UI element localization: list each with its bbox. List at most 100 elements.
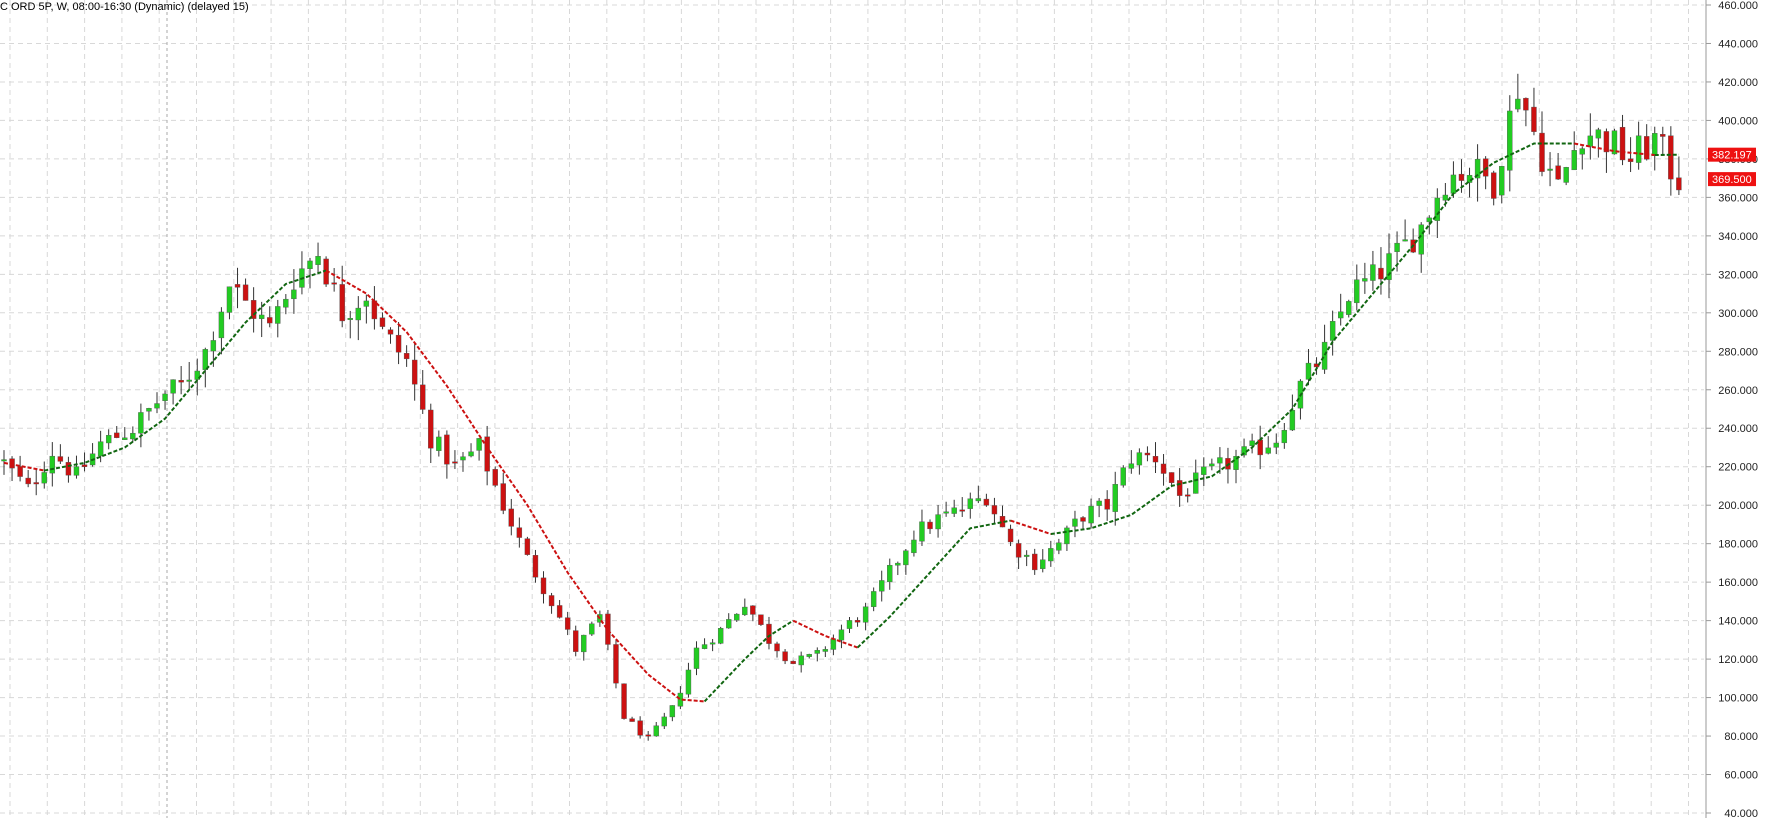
candle bbox=[1507, 95, 1513, 192]
candle-body-up bbox=[1499, 166, 1505, 196]
y-tick-label: 160.000 bbox=[1718, 577, 1758, 589]
candle bbox=[983, 493, 990, 507]
candle bbox=[1410, 228, 1416, 254]
candle-body-down bbox=[1660, 134, 1666, 137]
candle bbox=[1265, 436, 1271, 455]
candle-body-up bbox=[1023, 554, 1030, 557]
candle bbox=[1547, 152, 1553, 187]
candle bbox=[1217, 447, 1223, 474]
y-tick-label: 320.000 bbox=[1718, 269, 1758, 281]
candle-body-down bbox=[1555, 165, 1561, 180]
moving-average-line bbox=[703, 619, 794, 703]
candle-body-up bbox=[1635, 135, 1642, 163]
candle bbox=[1579, 146, 1585, 170]
candle bbox=[1337, 293, 1344, 326]
candle bbox=[347, 310, 353, 339]
candle bbox=[1571, 131, 1577, 171]
candle bbox=[1144, 446, 1151, 462]
candle bbox=[637, 716, 643, 739]
candle-body-down bbox=[629, 718, 635, 722]
candle bbox=[1233, 449, 1239, 484]
candle bbox=[105, 429, 112, 450]
candle-body-up bbox=[275, 306, 281, 324]
candle-body-down bbox=[637, 720, 643, 736]
candle-body-up bbox=[186, 379, 192, 382]
candle-body-down bbox=[379, 317, 386, 327]
candle-body-down bbox=[17, 466, 23, 477]
candle bbox=[250, 287, 257, 333]
candle-body-up bbox=[742, 606, 748, 616]
candle-body-up bbox=[122, 437, 128, 441]
candle-body-up bbox=[105, 435, 112, 444]
candle bbox=[645, 731, 651, 741]
candle-body-up bbox=[1040, 559, 1046, 569]
candle bbox=[1273, 433, 1279, 455]
candle-body-down bbox=[65, 462, 72, 476]
candle bbox=[291, 269, 297, 314]
candle bbox=[218, 307, 225, 355]
candle-body-up bbox=[709, 642, 716, 645]
candle-body-down bbox=[1619, 126, 1626, 161]
candle bbox=[790, 660, 796, 665]
candle-body-up bbox=[41, 472, 47, 484]
candle-body-up bbox=[291, 289, 297, 300]
candle bbox=[1402, 219, 1408, 242]
candle-body-up bbox=[1563, 167, 1569, 183]
candle-body-up bbox=[1611, 130, 1618, 155]
candle-body-up bbox=[846, 620, 853, 629]
candle-body-down bbox=[395, 334, 402, 353]
candle bbox=[468, 443, 474, 458]
candle bbox=[89, 443, 96, 467]
y-tick-label: 440.000 bbox=[1718, 38, 1758, 50]
candle-body-up bbox=[73, 466, 80, 476]
candle-body-up bbox=[1354, 279, 1360, 304]
candle-body-up bbox=[1587, 135, 1594, 147]
candle bbox=[709, 638, 716, 652]
candle bbox=[242, 278, 249, 301]
y-tick-label: 80.000 bbox=[1724, 731, 1758, 743]
candle-body-up bbox=[935, 514, 941, 530]
candle-body-down bbox=[1152, 456, 1159, 463]
candle bbox=[226, 286, 233, 320]
candle bbox=[436, 430, 442, 457]
candle bbox=[1386, 233, 1392, 299]
candle bbox=[331, 268, 337, 292]
y-tick-label: 220.000 bbox=[1718, 462, 1758, 474]
candle bbox=[782, 649, 788, 665]
candle-body-down bbox=[242, 284, 249, 301]
candle-body-up bbox=[283, 298, 289, 308]
candle-body-up bbox=[460, 456, 466, 461]
candle-body-down bbox=[1378, 267, 1384, 280]
candle-body-down bbox=[532, 555, 539, 578]
candle bbox=[1362, 262, 1368, 294]
candle-body-down bbox=[766, 623, 772, 644]
candle-body-down bbox=[1676, 177, 1682, 191]
candle bbox=[758, 614, 764, 626]
candle-body-up bbox=[170, 379, 176, 394]
candle bbox=[1354, 264, 1360, 311]
candle bbox=[1, 450, 7, 475]
candle bbox=[138, 403, 144, 448]
candle bbox=[524, 536, 531, 556]
candle-body-up bbox=[1370, 264, 1376, 281]
candle-body-down bbox=[1007, 528, 1014, 543]
candle-body-down bbox=[959, 509, 965, 512]
candle-body-up bbox=[661, 716, 667, 727]
candle bbox=[1490, 170, 1497, 206]
candle bbox=[653, 722, 659, 737]
candle bbox=[1032, 548, 1038, 575]
candle-body-down bbox=[758, 614, 764, 625]
y-tick-label: 280.000 bbox=[1718, 346, 1758, 358]
candle bbox=[122, 427, 128, 441]
candle bbox=[1474, 144, 1481, 202]
candle bbox=[1603, 128, 1610, 173]
candle bbox=[1048, 540, 1054, 567]
moving-average bbox=[3, 142, 1679, 703]
price-tag: 382.197 bbox=[1708, 147, 1756, 162]
candle bbox=[1635, 121, 1642, 170]
candle-body-down bbox=[983, 498, 990, 506]
candle bbox=[484, 425, 490, 486]
candle-body-down bbox=[790, 660, 796, 665]
